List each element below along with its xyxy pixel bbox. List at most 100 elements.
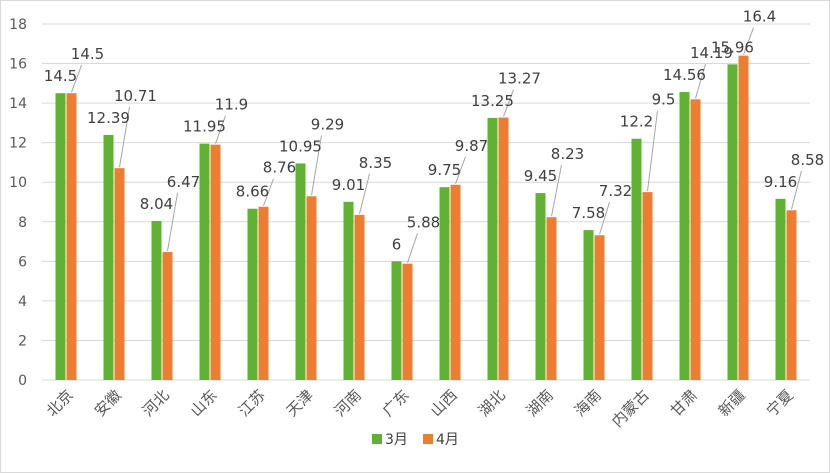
- bar-series-2: [690, 99, 701, 380]
- x-category-label: 河北: [139, 386, 173, 420]
- bar-series-1: [391, 261, 402, 380]
- legend: 3月 4月: [372, 432, 459, 448]
- data-label-series-1: 9.75: [428, 161, 461, 179]
- x-category-label: 宁夏: [763, 386, 797, 420]
- data-label-series-2: 9.29: [311, 115, 344, 133]
- data-label-series-1: 15.96: [711, 38, 754, 56]
- x-category-label: 海南: [571, 386, 605, 420]
- leader-line: [791, 170, 802, 210]
- data-label-series-1: 9.16: [764, 173, 797, 191]
- data-label-series-1: 14.5: [44, 67, 77, 85]
- bar-series-1: [487, 117, 498, 380]
- bar-series-1: [727, 64, 738, 380]
- data-label-series-1: 8.04: [140, 195, 173, 213]
- bar-series-1: [775, 198, 786, 380]
- y-tick-label: 18: [9, 17, 27, 33]
- leader-line: [119, 106, 130, 168]
- bar-series-1: [199, 143, 210, 380]
- x-category-label: 广东: [379, 386, 413, 420]
- legend-label: 3月: [385, 432, 408, 448]
- data-label-series-1: 6: [392, 235, 402, 253]
- bar-series-1: [679, 92, 690, 380]
- data-label-series-2: 7.32: [599, 182, 632, 200]
- bar-series-2: [114, 168, 125, 380]
- leader-line: [455, 156, 466, 184]
- data-label-series-2: 6.47: [167, 173, 200, 191]
- data-label-series-1: 10.95: [279, 137, 322, 155]
- bar-series-2: [786, 210, 797, 380]
- x-category-label: 北京: [43, 386, 77, 420]
- y-tick-label: 16: [9, 57, 27, 73]
- bar-series-1: [295, 163, 306, 380]
- data-label-series-1: 13.25: [471, 92, 514, 110]
- x-axis-categories: 北京 安徽 河北 山东 江苏 天津 河南 广东 山西 湖北 湖南 海南 内蒙古 甘肃 新疆 宁夏: [43, 386, 797, 431]
- legend-label: 4月: [436, 432, 459, 448]
- leader-line: [263, 178, 274, 206]
- y-tick-label: 6: [18, 254, 27, 270]
- bar-series-2: [738, 55, 749, 381]
- data-label-series-2: 14.19: [690, 44, 733, 62]
- bar-series-1: [343, 201, 354, 380]
- bar-series-2: [642, 192, 653, 380]
- data-labels: 14.5 14.5 12.39 10.71 8.04 6.47 11.95 11.9 8.66 8…: [44, 8, 824, 254]
- legend-swatch: [423, 434, 433, 444]
- y-tick-label: 0: [18, 373, 27, 389]
- x-category-label: 甘肃: [667, 386, 701, 420]
- bar-series-2: [306, 196, 317, 380]
- x-category-label: 新疆: [715, 386, 749, 420]
- bar-series-2: [354, 214, 365, 380]
- y-tick-label: 8: [18, 215, 27, 231]
- bar-series-2: [402, 263, 413, 380]
- leader-line: [551, 165, 562, 217]
- data-label-series-2: 10.71: [114, 87, 157, 105]
- bars: [55, 55, 797, 381]
- y-tick-label: 10: [9, 175, 27, 191]
- bar-series-1: [103, 134, 114, 380]
- data-label-series-1: 7.58: [572, 204, 605, 222]
- leader-lines: [71, 27, 802, 263]
- bar-series-2: [546, 217, 557, 380]
- legend-swatch: [372, 434, 382, 444]
- data-label-series-2: 8.58: [791, 151, 824, 169]
- data-label-series-2: 13.27: [498, 70, 541, 88]
- x-category-label: 内蒙古: [608, 386, 653, 431]
- x-category-label: 山西: [427, 386, 461, 420]
- y-tick-label: 4: [18, 294, 27, 310]
- bar-series-2: [162, 252, 173, 380]
- bar-series-1: [631, 138, 642, 380]
- y-tick-label: 12: [9, 136, 27, 152]
- leader-line: [311, 135, 322, 196]
- bar-series-1: [535, 193, 546, 380]
- leader-line: [695, 63, 706, 99]
- data-label-series-1: 12.39: [87, 109, 130, 127]
- data-label-series-2: 8.23: [551, 145, 584, 163]
- leader-line: [599, 201, 610, 235]
- data-label-series-2: 9.5: [652, 91, 676, 109]
- data-label-series-2: 5.88: [407, 213, 440, 231]
- bar-series-2: [258, 206, 269, 380]
- x-category-label: 天津: [283, 386, 317, 420]
- leader-line: [167, 192, 178, 252]
- bar-series-2: [66, 93, 77, 380]
- data-label-series-2: 14.5: [71, 45, 104, 63]
- bar-series-1: [55, 93, 66, 380]
- x-category-label: 安徽: [91, 386, 125, 420]
- x-category-label: 山东: [187, 386, 221, 420]
- data-label-series-1: 8.66: [236, 183, 269, 201]
- leader-line: [71, 65, 82, 93]
- bar-series-1: [583, 230, 594, 380]
- data-label-series-1: 12.2: [620, 113, 653, 131]
- x-category-label: 湖北: [475, 386, 509, 420]
- data-label-series-2: 9.87: [455, 137, 488, 155]
- x-category-label: 江苏: [235, 386, 269, 420]
- bar-series-2: [450, 184, 461, 380]
- bar-series-1: [247, 208, 258, 380]
- leader-line: [503, 89, 514, 117]
- leader-line: [407, 233, 418, 263]
- data-label-series-2: 11.9: [215, 96, 248, 114]
- data-label-series-1: 11.95: [183, 118, 226, 136]
- bar-series-2: [210, 144, 221, 380]
- y-axis-ticks: 0 2 4 6 8 10 12 14 16 18: [9, 17, 27, 389]
- data-label-series-1: 9.01: [332, 176, 365, 194]
